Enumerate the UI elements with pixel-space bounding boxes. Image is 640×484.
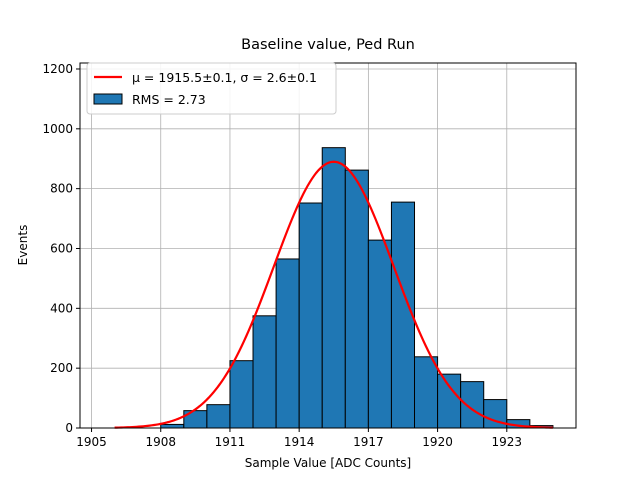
y-tick-label: 600: [50, 241, 73, 255]
y-tick-label: 800: [50, 182, 73, 196]
x-tick-label: 1920: [422, 435, 453, 449]
x-tick-label: 1923: [492, 435, 523, 449]
legend-fit-label: μ = 1915.5±0.1, σ = 2.6±0.1: [132, 70, 317, 85]
histogram-bar: [367, 239, 392, 429]
fit-curve: [114, 160, 553, 429]
plot-area: 1905 1908 1911 1914 1917 1920 1923 0 200 400 600 80…: [42, 62, 577, 449]
histogram-bar: [460, 381, 485, 429]
y-tick-label: 1000: [42, 122, 73, 136]
histogram-bar: [206, 404, 231, 429]
histogram-bar: [321, 147, 346, 429]
y-tick-label: 200: [50, 361, 73, 375]
x-tick-label: 1914: [284, 435, 315, 449]
y-tick-label: 0: [65, 421, 73, 435]
legend: μ = 1915.5±0.1, σ = 2.6±0.1 RMS = 2.73: [86, 62, 337, 115]
histogram-bar: [390, 201, 416, 429]
y-tick-label: 400: [50, 301, 73, 315]
histogram-bar: [252, 315, 277, 429]
x-tick-label: 1908: [145, 435, 176, 449]
y-tick-label: 1200: [42, 62, 73, 76]
histogram-bar: [298, 202, 323, 429]
x-axis-label: Sample Value [ADC Counts]: [245, 456, 411, 470]
x-tick-label: 1911: [215, 435, 246, 449]
histogram-bar: [437, 373, 462, 429]
x-tick-label: 1917: [353, 435, 384, 449]
histogram-bar: [344, 169, 369, 429]
legend-box: [86, 62, 337, 115]
histogram-bar: [414, 356, 439, 429]
y-axis-label: Events: [16, 225, 30, 266]
histogram-bar: [160, 423, 185, 429]
x-tick-label: 1905: [76, 435, 107, 449]
chart-title: Baseline value, Ped Run: [241, 37, 415, 53]
legend-hist-label: RMS = 2.73: [132, 92, 206, 107]
histogram-bar: [275, 258, 300, 429]
histogram-bar: [229, 360, 254, 429]
legend-hist-swatch: [93, 93, 123, 105]
